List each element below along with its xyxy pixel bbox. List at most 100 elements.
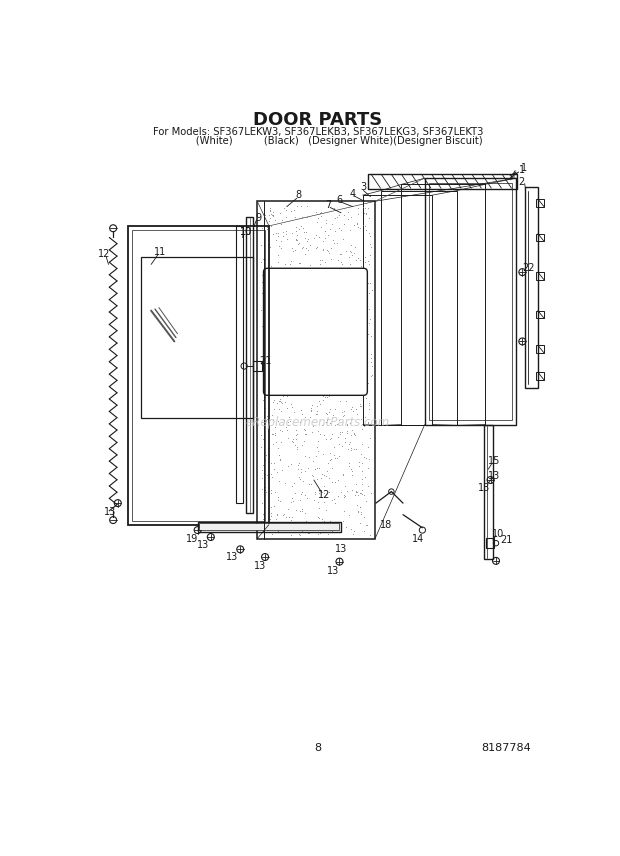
Point (342, 418, 352, 431)
Point (364, 396, 374, 410)
Point (353, 201, 363, 215)
Point (301, 305, 311, 318)
Point (280, 375, 290, 389)
Point (308, 359, 318, 372)
Point (257, 463, 267, 477)
Point (355, 486, 365, 500)
Point (269, 516, 279, 530)
Point (318, 305, 328, 318)
Point (264, 442, 274, 455)
Point (260, 319, 270, 333)
Point (331, 295, 341, 309)
Point (359, 489, 369, 502)
Point (355, 501, 365, 514)
Point (288, 288, 298, 302)
Point (258, 393, 268, 407)
Point (286, 527, 296, 541)
Point (298, 240, 308, 253)
Point (348, 367, 358, 381)
Point (277, 370, 286, 383)
Bar (536, 199, 544, 206)
Point (259, 259, 269, 272)
Point (345, 436, 355, 449)
Point (311, 404, 321, 418)
Point (356, 505, 366, 519)
Point (323, 244, 333, 258)
Point (265, 519, 275, 532)
Point (265, 467, 275, 481)
Point (258, 350, 268, 364)
Point (326, 283, 336, 297)
Point (312, 472, 322, 485)
Point (260, 484, 270, 497)
Point (260, 463, 270, 477)
Point (319, 256, 329, 270)
Point (330, 451, 340, 465)
Point (340, 330, 350, 344)
Point (290, 210, 300, 223)
Point (296, 282, 306, 296)
Point (300, 410, 310, 424)
Text: 6: 6 (337, 195, 342, 205)
Point (298, 222, 308, 235)
Point (308, 419, 318, 432)
Point (342, 395, 352, 408)
Point (293, 274, 303, 288)
Point (343, 442, 353, 455)
Point (335, 300, 345, 314)
Bar (381, 191, 458, 425)
Point (328, 271, 338, 285)
Point (282, 356, 292, 370)
Point (267, 408, 277, 422)
Point (282, 401, 292, 414)
Point (352, 311, 362, 324)
Point (298, 372, 308, 385)
Text: 10: 10 (241, 227, 252, 237)
Point (325, 432, 335, 446)
Point (351, 442, 361, 455)
Point (268, 394, 278, 407)
Point (347, 483, 356, 496)
Point (328, 267, 338, 281)
Point (257, 268, 267, 282)
Point (301, 241, 311, 255)
Text: 19: 19 (186, 533, 198, 544)
Point (352, 306, 361, 319)
Point (313, 385, 323, 399)
Point (267, 329, 277, 342)
Point (315, 336, 325, 349)
Point (267, 428, 277, 442)
Point (320, 224, 330, 238)
Point (316, 396, 326, 410)
Point (312, 440, 322, 454)
Point (315, 261, 325, 275)
Point (299, 521, 309, 535)
Point (275, 395, 285, 408)
Point (321, 217, 331, 230)
Point (364, 401, 374, 415)
Point (276, 355, 286, 369)
Point (288, 432, 298, 446)
Point (263, 375, 273, 389)
Point (307, 377, 317, 390)
Point (283, 416, 293, 430)
Point (306, 402, 316, 416)
Point (324, 405, 334, 419)
Point (259, 526, 269, 540)
Point (353, 506, 363, 520)
Point (355, 253, 365, 267)
Point (271, 276, 281, 290)
Point (266, 455, 276, 469)
Point (304, 360, 314, 373)
Point (260, 413, 270, 427)
Point (306, 265, 316, 278)
Point (272, 508, 281, 522)
Point (268, 362, 278, 376)
Bar (131, 229, 265, 520)
Point (286, 356, 296, 370)
Point (301, 514, 311, 527)
Point (302, 235, 312, 248)
Point (272, 382, 281, 395)
Text: 13: 13 (477, 483, 490, 493)
Point (268, 359, 278, 372)
